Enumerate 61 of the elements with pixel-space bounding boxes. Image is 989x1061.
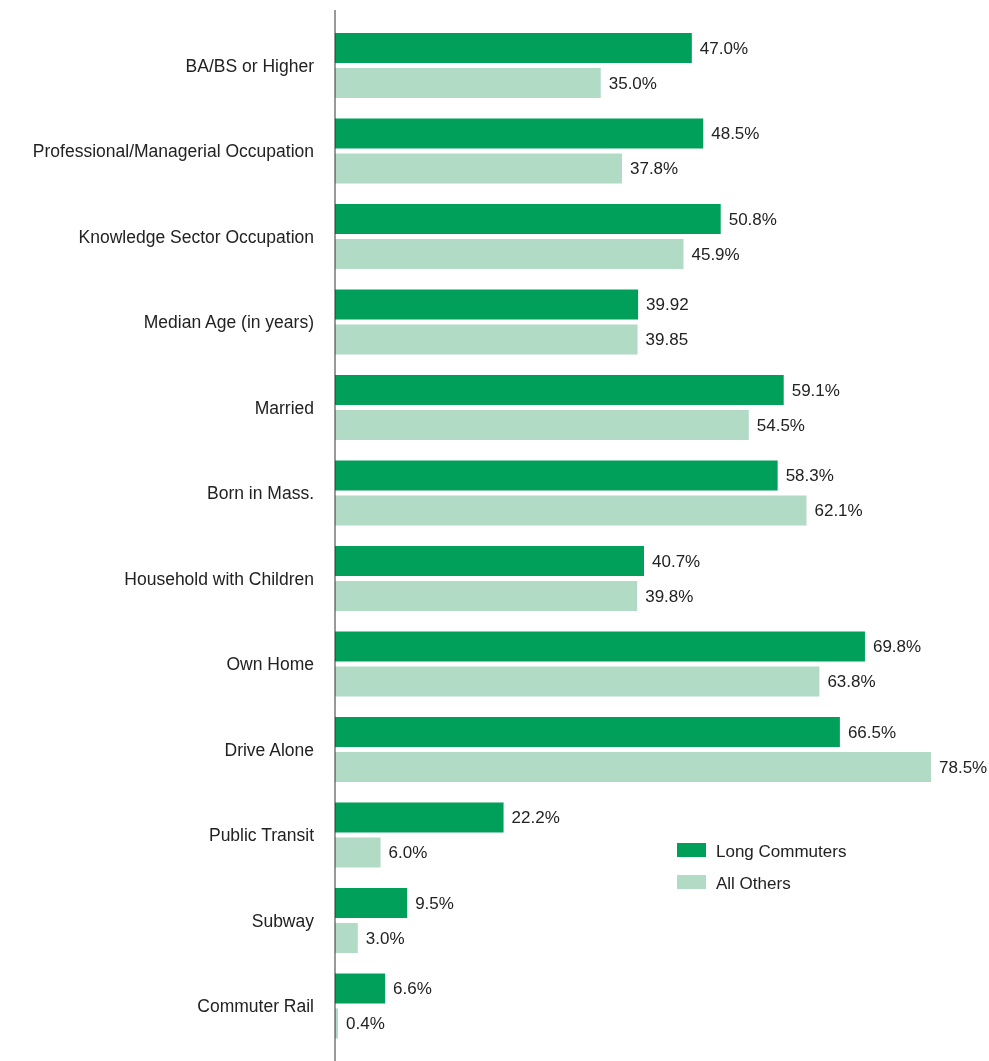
data-label: 63.8% [827, 672, 876, 691]
bar [335, 495, 807, 526]
bar [335, 324, 638, 355]
bar [335, 581, 638, 611]
data-label: 59.1% [791, 380, 840, 400]
y-tick-label: Median Age (in years) [143, 312, 314, 332]
y-tick-label: Household with Children [124, 568, 314, 589]
bar [335, 460, 778, 491]
bar [335, 289, 639, 320]
data-label: 78.5% [939, 757, 988, 777]
data-label: 6.6% [393, 979, 432, 998]
data-label: 0.4% [346, 1014, 385, 1033]
data-label: 50.8% [728, 209, 777, 229]
y-tick-label: BA/BS or Higher [185, 55, 315, 76]
data-label: 39.85 [645, 330, 689, 349]
bar [335, 375, 784, 405]
data-label: 48.5% [711, 124, 760, 143]
bar [335, 153, 622, 184]
data-label: 40.7% [652, 551, 701, 571]
bar [335, 33, 692, 63]
data-label: 9.5% [415, 893, 454, 913]
bar [335, 68, 601, 98]
bar [335, 631, 865, 662]
bar [335, 546, 645, 576]
y-tick-label: Own Home [226, 654, 314, 674]
y-tick-label: Subway [251, 910, 315, 931]
data-label: 3.0% [365, 928, 405, 948]
bar [335, 752, 931, 782]
y-tick-label: Commuter Rail [197, 996, 314, 1016]
data-label: 39.92 [646, 295, 689, 314]
data-label: 54.5% [756, 415, 805, 435]
bar [335, 118, 704, 149]
bar [335, 410, 749, 440]
data-label: 35.0% [608, 73, 657, 93]
bar [335, 973, 386, 1004]
bar [335, 717, 840, 747]
data-label: 66.5% [847, 722, 897, 742]
y-tick-label: Public Transit [208, 825, 315, 845]
data-label: 47.0% [699, 38, 749, 58]
bar [335, 666, 820, 697]
y-tick-label: Born in Mass. [207, 483, 314, 503]
bar [335, 837, 381, 868]
y-tick-label: Married [254, 397, 314, 418]
bar [335, 888, 408, 918]
data-label: 39.8% [645, 586, 694, 606]
legend-label: Long Commuters [716, 841, 847, 861]
bar [335, 239, 684, 269]
data-label: 58.3% [785, 466, 834, 485]
legend-label: All Others [716, 873, 791, 893]
data-label: 22.2% [511, 808, 560, 827]
bar [335, 923, 358, 953]
y-tick-label: Drive Alone [224, 739, 314, 760]
bar [335, 802, 504, 833]
data-label: 62.1% [814, 501, 863, 520]
bar [335, 204, 721, 234]
y-tick-label: Professional/Managerial Occupation [32, 141, 314, 161]
data-label: 6.0% [388, 843, 428, 862]
y-tick-label: Knowledge Sector Occupation [78, 226, 314, 247]
data-label: 37.8% [629, 159, 679, 178]
data-label: 69.8% [872, 637, 922, 656]
data-label: 45.9% [691, 244, 740, 264]
